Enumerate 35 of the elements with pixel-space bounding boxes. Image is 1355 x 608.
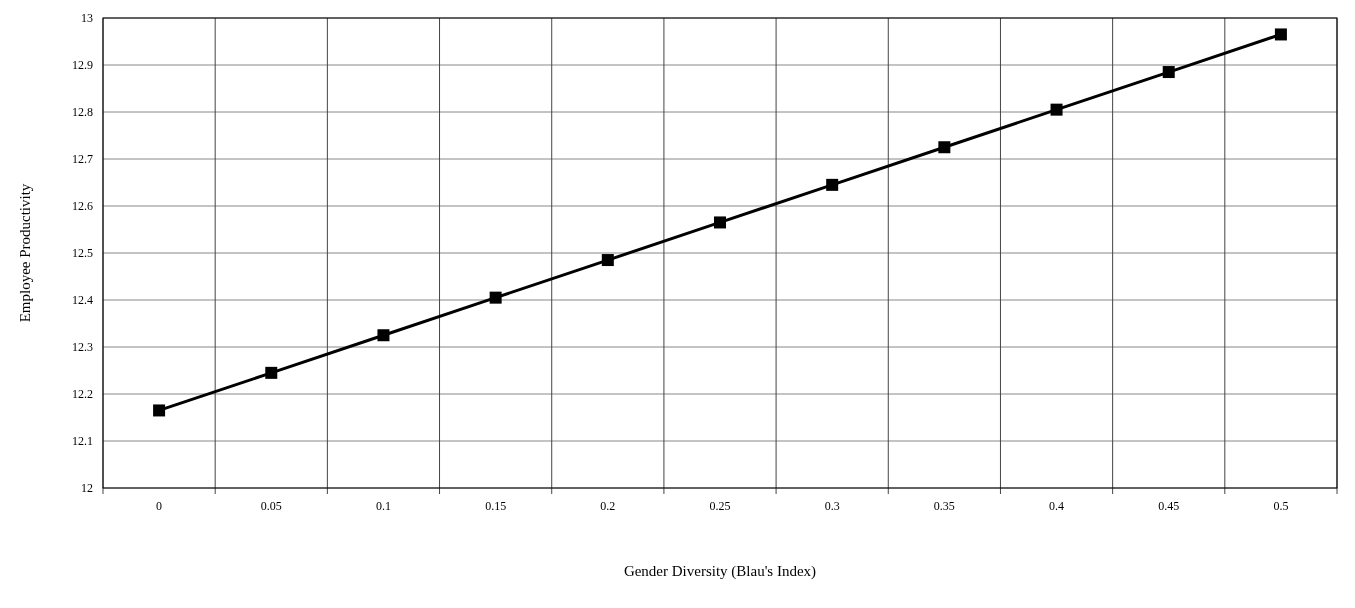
point: [489, 291, 502, 304]
point: [1162, 66, 1175, 79]
y-tick-label: 12.6: [72, 199, 93, 214]
y-tick-label: 12.4: [72, 293, 93, 308]
y-tick-label: 13: [81, 11, 93, 26]
x-tick-label: 0.5: [1273, 499, 1289, 513]
x-tick-label: 0.15: [485, 499, 507, 513]
x-tick-label: 0.3: [824, 499, 840, 513]
point: [153, 404, 166, 417]
x-tick-label: 0.1: [375, 499, 391, 513]
y-tick-label: 12.3: [72, 340, 93, 355]
point: [714, 216, 726, 229]
x-tick-label: 0.45: [1158, 499, 1180, 513]
point: [265, 366, 278, 379]
y-axis-title: Employee Productivity: [17, 183, 33, 323]
x-tick-label: 0.25: [709, 499, 731, 513]
x-tick-label: 0.2: [600, 499, 616, 513]
x-tick-label: 0.05: [260, 499, 282, 513]
y-tick-label: 12: [81, 481, 93, 496]
x-axis-title: Gender Diversity (Blau's Index): [623, 563, 817, 580]
x-tick-label: 0.35: [933, 499, 955, 513]
x-tick-label: 0: [156, 499, 163, 513]
point: [601, 254, 614, 267]
y-tick-label: 12.7: [72, 152, 93, 167]
point: [377, 329, 390, 342]
point: [1274, 28, 1287, 41]
x-tick-label: 0.4: [1049, 499, 1065, 513]
point: [938, 141, 951, 154]
point: [1050, 103, 1063, 116]
point: [826, 178, 839, 191]
y-tick-label: 12.8: [72, 105, 93, 120]
y-tick-label: 12.1: [72, 434, 93, 449]
y-tick-label: 12.9: [72, 58, 93, 73]
y-tick-label: 12.2: [72, 387, 93, 402]
y-tick-label: 12.5: [72, 246, 93, 261]
